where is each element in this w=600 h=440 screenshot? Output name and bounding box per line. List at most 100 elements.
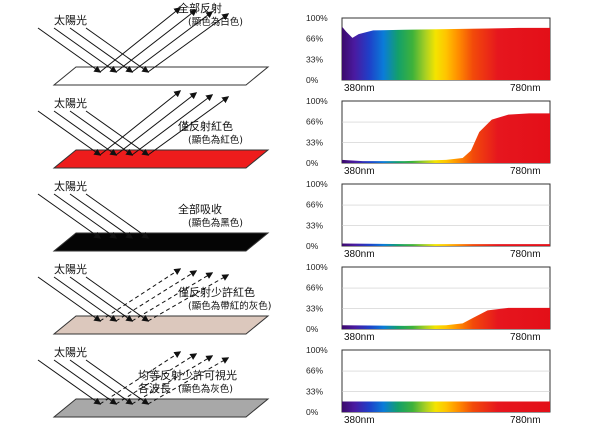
x-label-right: 780nm xyxy=(510,83,541,94)
y-tick-label: 66% xyxy=(306,117,323,127)
caption-line2: (顯色為帶紅的灰色) xyxy=(188,300,271,312)
surface-2 xyxy=(52,149,270,169)
x-label-right: 780nm xyxy=(510,332,541,343)
incoming-ray xyxy=(37,359,102,405)
caption-line2: (顯色為紅色) xyxy=(188,134,243,146)
spectrum-area xyxy=(342,401,550,412)
y-tick-label: 0% xyxy=(306,158,319,168)
incoming-ray xyxy=(69,276,134,322)
caption-line1: 全部吸收 xyxy=(178,202,222,216)
caption-line1: 僅反射紅色 xyxy=(178,119,233,133)
surface-3 xyxy=(52,232,270,252)
x-label-left: 380nm xyxy=(344,83,375,94)
reflected-ray xyxy=(99,351,182,405)
incoming-ray xyxy=(53,359,118,405)
reflected-ray xyxy=(115,92,198,156)
y-tick-label: 33% xyxy=(306,220,323,230)
reflected-ray xyxy=(147,274,230,322)
sunlight-label: 太陽光 xyxy=(54,179,87,193)
y-tick-label: 0% xyxy=(306,241,319,251)
sunlight-label: 太陽光 xyxy=(54,13,87,27)
incoming-ray xyxy=(85,359,150,405)
incoming-ray xyxy=(53,27,118,73)
x-label-right: 780nm xyxy=(510,166,541,177)
y-tick-label: 33% xyxy=(306,137,323,147)
spectrum-area xyxy=(342,26,550,80)
spectrum-area xyxy=(342,307,550,329)
sunlight-label: 太陽光 xyxy=(54,345,87,359)
surface-4 xyxy=(52,315,270,335)
y-tick-label: 66% xyxy=(306,283,323,293)
incoming-ray xyxy=(85,276,150,322)
incoming-ray xyxy=(85,110,150,156)
incoming-ray xyxy=(69,359,134,405)
y-tick-label: 0% xyxy=(306,324,319,334)
panel-1: 太陽光 全部反射(顯色為白色) xyxy=(37,1,270,86)
incoming-ray xyxy=(85,193,150,239)
y-tick-label: 33% xyxy=(306,54,323,64)
y-tick-label: 66% xyxy=(306,34,323,44)
y-tick-label: 33% xyxy=(306,386,323,396)
incoming-ray xyxy=(37,27,102,73)
reflected-ray xyxy=(131,272,214,322)
reflected-ray xyxy=(131,11,214,73)
incoming-ray xyxy=(53,193,118,239)
sunlight-label: 太陽光 xyxy=(54,262,87,276)
surface-1 xyxy=(52,66,270,86)
reflected-ray xyxy=(99,268,182,322)
chart-4: 100% 66% 33% 0% 380nm 780nm xyxy=(306,262,551,343)
caption-line2: (顯色為黑色) xyxy=(188,217,243,229)
surface-5 xyxy=(52,398,270,418)
caption-line1: 全部反射 xyxy=(178,1,222,15)
reflected-ray xyxy=(131,355,214,405)
chart-5: 100% 66% 33% 0% 380nm 780nm xyxy=(306,345,551,426)
y-tick-label: 100% xyxy=(306,96,328,106)
x-label-left: 380nm xyxy=(344,166,375,177)
reflected-ray xyxy=(115,270,198,322)
incoming-ray xyxy=(37,110,102,156)
incoming-ray xyxy=(53,276,118,322)
chart-frame xyxy=(341,183,551,247)
y-tick-label: 0% xyxy=(306,407,319,417)
y-tick-label: 66% xyxy=(306,200,323,210)
incoming-ray xyxy=(69,27,134,73)
y-tick-label: 100% xyxy=(306,179,328,189)
incoming-ray xyxy=(69,110,134,156)
sunlight-label: 太陽光 xyxy=(54,96,87,110)
caption-line2: 各波長 xyxy=(138,381,171,395)
incoming-ray xyxy=(85,27,150,73)
chart-1: 100% 66% 33% 0% 380nm 780nm xyxy=(306,13,551,94)
incoming-ray xyxy=(53,110,118,156)
caption-line3: (顯色為灰色) xyxy=(178,383,233,395)
reflected-ray xyxy=(99,7,182,73)
reflected-ray xyxy=(131,94,214,156)
reflected-ray xyxy=(147,13,230,73)
chart-3: 100% 66% 33% 0% 380nm 780nm xyxy=(306,179,551,260)
chart-2: 100% 66% 33% 0% 380nm 780nm xyxy=(306,96,551,177)
incoming-ray xyxy=(37,193,102,239)
reflected-ray xyxy=(115,353,198,405)
x-label-left: 380nm xyxy=(344,415,375,426)
spectrum-area xyxy=(342,243,550,246)
spectrum-area xyxy=(342,113,550,163)
x-label-right: 780nm xyxy=(510,249,541,260)
x-label-left: 380nm xyxy=(344,332,375,343)
reflected-ray xyxy=(147,357,230,405)
y-tick-label: 100% xyxy=(306,345,328,355)
caption-line1: 僅反射少許紅色 xyxy=(178,285,255,299)
reflected-ray xyxy=(147,96,230,156)
x-label-left: 380nm xyxy=(344,249,375,260)
y-tick-label: 66% xyxy=(306,366,323,376)
x-label-right: 780nm xyxy=(510,415,541,426)
caption-line2: (顯色為白色) xyxy=(188,16,243,28)
y-tick-label: 0% xyxy=(306,75,319,85)
incoming-ray xyxy=(37,276,102,322)
caption-line1: 均等反射少許可視光 xyxy=(138,368,237,382)
incoming-ray xyxy=(69,193,134,239)
y-tick-label: 33% xyxy=(306,303,323,313)
